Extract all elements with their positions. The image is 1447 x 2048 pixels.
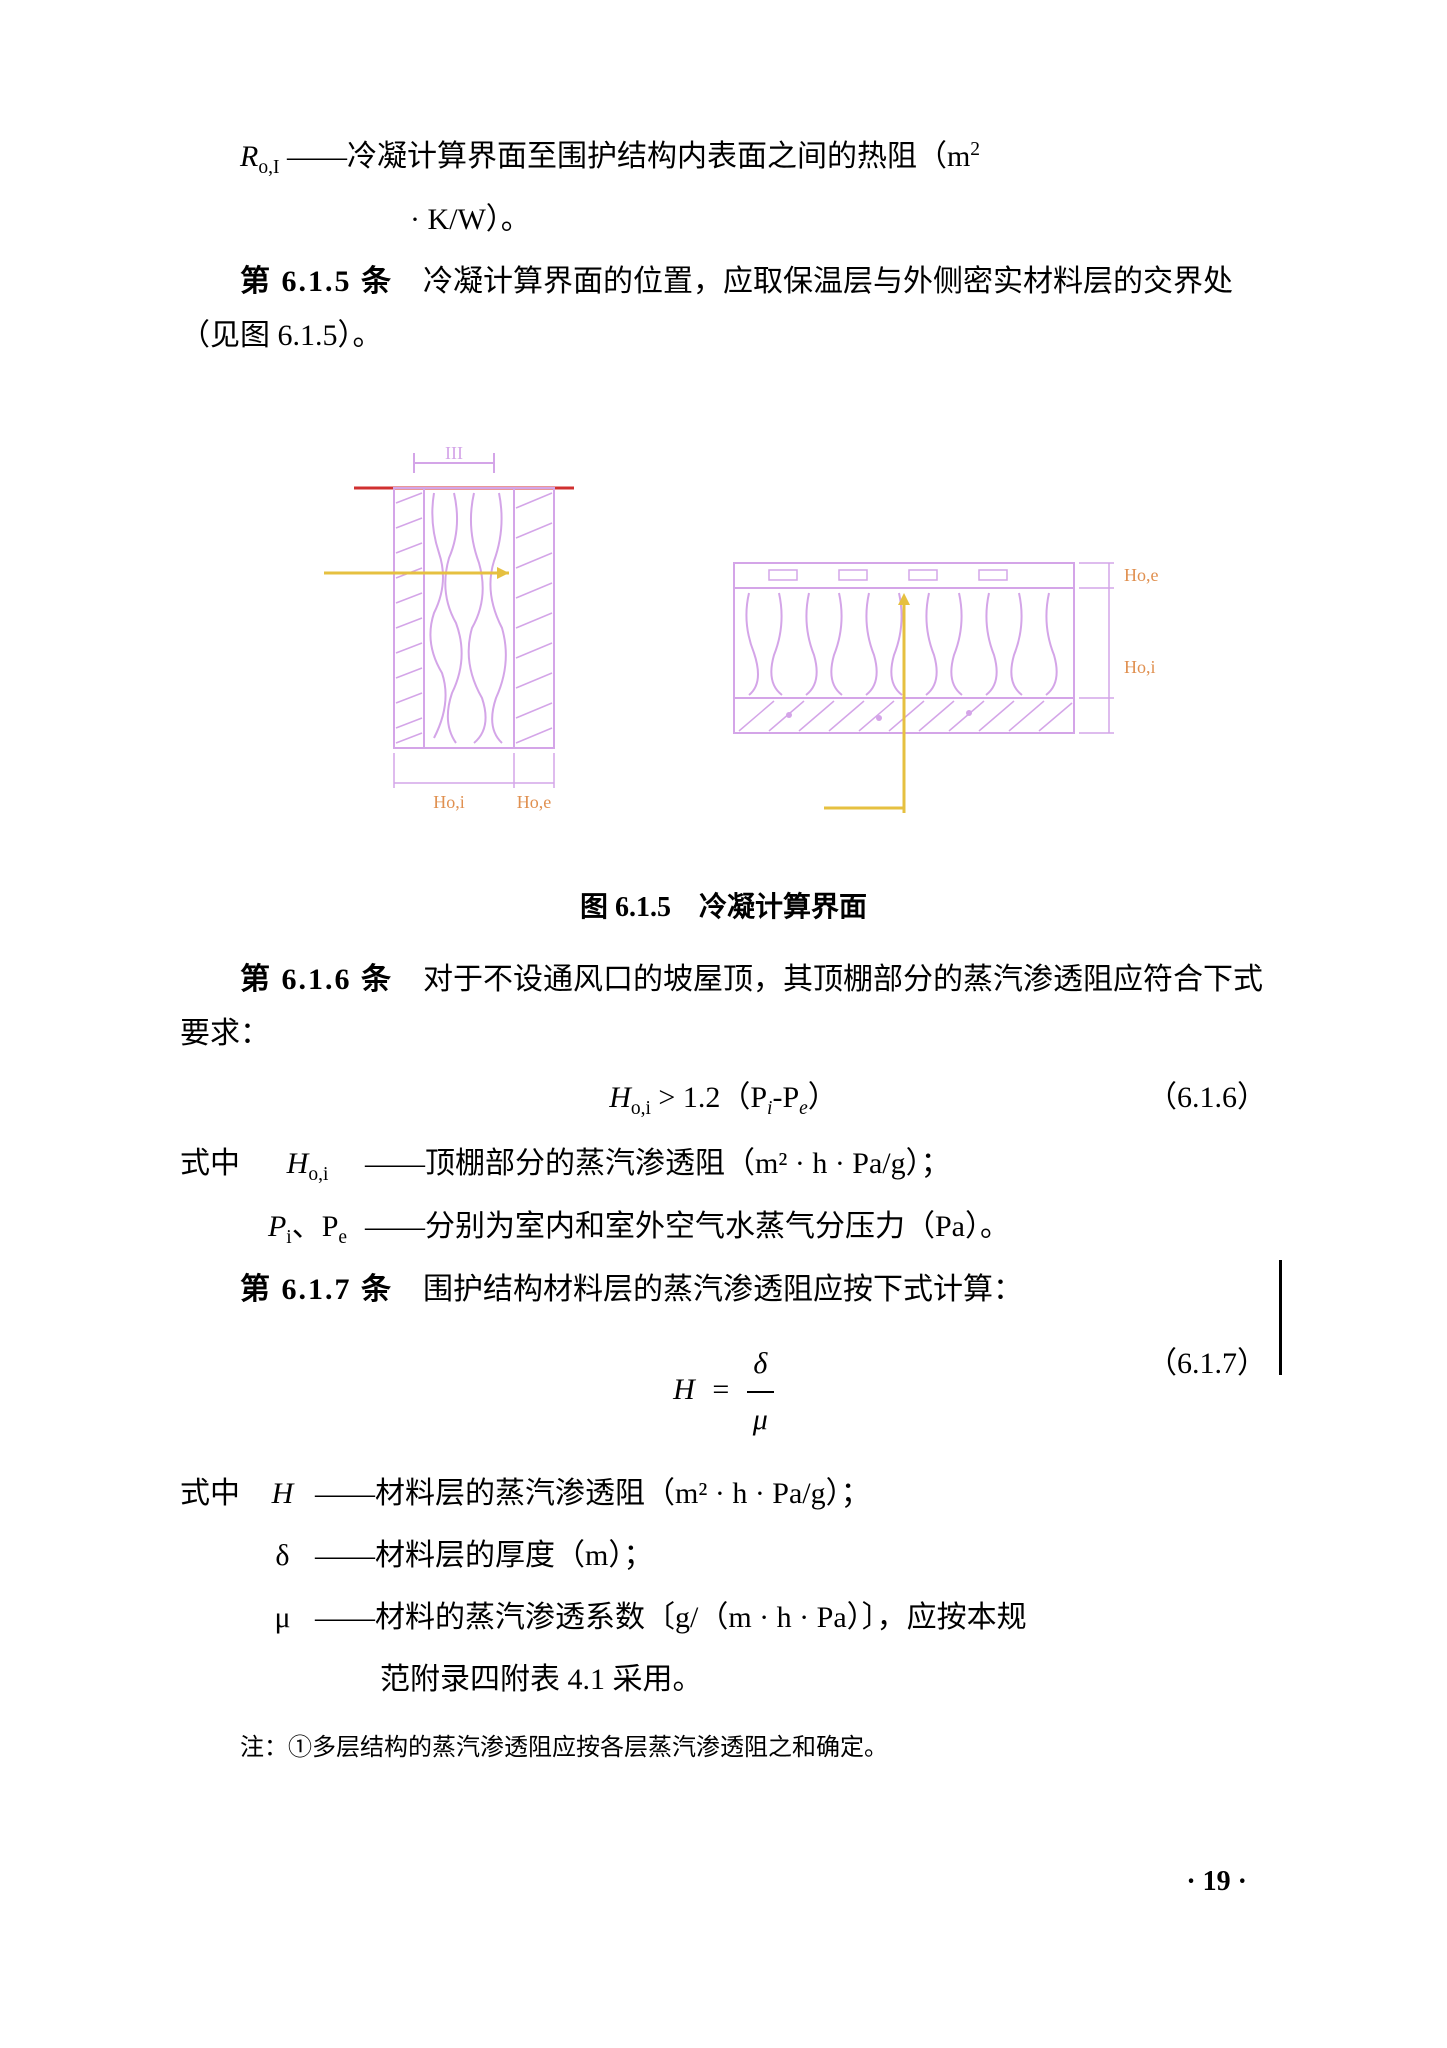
clause-6-1-5: 第 6.1.5 条 冷凝计算界面的位置，应取保温层与外侧密实材料层的交界处（见图… — [180, 255, 1267, 363]
note-line: 注：①多层结构的蒸汽渗透阻应按各层蒸汽渗透阻之和确定。 — [240, 1727, 1267, 1770]
svg-text:Ho,e: Ho,e — [516, 792, 551, 812]
where-symbol: μ — [258, 1591, 308, 1645]
eq-number: （6.1.6） — [1147, 1071, 1267, 1125]
clause-6-1-7: 第 6.1.7 条 围护结构材料层的蒸汽渗透阻应按下式计算： — [180, 1263, 1267, 1317]
where-6-1-6-1: 式中 Ho,i ——顶棚部分的蒸汽渗透阻（m² · h · Pa/g）； — [180, 1137, 1267, 1192]
where-prefix: 式中 — [180, 1137, 250, 1191]
where-prefix: 式中 — [180, 1467, 250, 1521]
where-6-1-6-2: Pi、Pe ——分别为室内和室外空气水蒸气分压力（Pa）。 — [180, 1200, 1267, 1255]
where-symbol: δ — [258, 1529, 308, 1583]
fraction-den: μ — [747, 1393, 774, 1447]
eq-op: > — [658, 1081, 675, 1114]
where-continue: 范附录四附表 4.1 采用。 — [380, 1653, 1267, 1707]
def-roi: Ro,I ——冷凝计算界面至围护结构内表面之间的热阻（m2 — [180, 130, 1267, 185]
clause-6-1-6: 第 6.1.6 条 对于不设通风口的坡屋顶，其顶棚部分的蒸汽渗透阻应符合下式要求… — [180, 953, 1267, 1061]
eq-fraction: δ μ — [747, 1337, 774, 1447]
eq-rhs: 1.2（Pi-Pe） — [683, 1081, 838, 1114]
figure-6-1-5: III — [180, 423, 1267, 853]
clause-label: 第 6.1.7 条 — [240, 1273, 393, 1306]
revision-bar — [1279, 1260, 1282, 1375]
where-symbol: H — [258, 1467, 308, 1521]
def-symbol: Ro,I — [240, 140, 279, 173]
fraction-num: δ — [747, 1337, 774, 1393]
page-number: · 19 · — [1186, 1866, 1247, 1898]
figure-caption: 图 6.1.5 冷凝计算界面 — [180, 883, 1267, 933]
where-symbol: Ho,i — [258, 1137, 358, 1192]
clause-text: 围护结构材料层的蒸汽渗透阻应按下式计算： — [393, 1273, 1023, 1306]
svg-text:Ho,i: Ho,i — [433, 792, 465, 812]
clause-label: 第 6.1.6 条 — [240, 963, 393, 996]
equation-6-1-6: Ho,i > 1.2（Pi-Pe） （6.1.6） — [180, 1071, 1267, 1126]
svg-text:Ho,i: Ho,i — [1124, 657, 1156, 677]
def-text: ——冷凝计算界面至围护结构内表面之间的热阻（m2 — [287, 140, 980, 173]
where-6-1-7-3: μ ——材料的蒸汽渗透系数〔g/（m · h · Pa）〕，应按本规 — [180, 1591, 1267, 1645]
where-text: ——分别为室内和室外空气水蒸气分压力（Pa）。 — [365, 1210, 1010, 1243]
where-text: ——材料的蒸汽渗透系数〔g/（m · h · Pa）〕，应按本规 — [315, 1601, 1027, 1634]
where-text: ——材料层的厚度（m）； — [315, 1539, 653, 1572]
def-continue: · K/W）。 — [410, 193, 1267, 247]
page-body: Ro,I ——冷凝计算界面至围护结构内表面之间的热阻（m2 · K/W）。 第 … — [0, 0, 1447, 1870]
svg-text:III: III — [445, 443, 463, 463]
where-6-1-7-2: δ ——材料层的厚度（m）； — [180, 1529, 1267, 1583]
where-6-1-7-1: 式中 H ——材料层的蒸汽渗透阻（m² · h · Pa/g）； — [180, 1467, 1267, 1521]
where-text: ——材料层的蒸汽渗透阻（m² · h · Pa/g）； — [315, 1477, 871, 1510]
eq-lhs: H — [673, 1373, 695, 1406]
svg-text:Ho,e: Ho,e — [1124, 565, 1159, 585]
diagram-svg: III — [274, 423, 1174, 843]
where-symbol: Pi、Pe — [258, 1200, 358, 1255]
eq-equals: = — [712, 1373, 729, 1406]
where-text: ——顶棚部分的蒸汽渗透阻（m² · h · Pa/g）； — [365, 1147, 951, 1180]
eq-lhs: Ho,i — [609, 1081, 651, 1114]
eq-number: （6.1.7） — [1147, 1337, 1267, 1391]
equation-6-1-7: H = δ μ （6.1.7） — [180, 1337, 1267, 1447]
clause-label: 第 6.1.5 条 — [240, 265, 393, 298]
